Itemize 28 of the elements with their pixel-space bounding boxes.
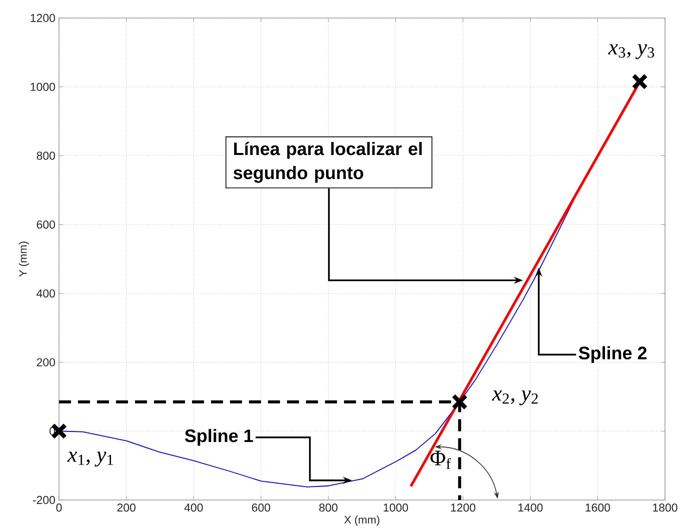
x-axis-title: X (mm) [344,516,380,526]
x-tick-label: 600 [252,504,270,512]
x-tick-label: 1600 [586,504,610,512]
x-tick-label: 0 [56,504,62,512]
y-axis-title: Y (mm) [18,242,30,277]
y-tick-label: 200 [36,358,56,366]
annotation: x$_{3}$, y$_{3}$ [608,44,654,60]
y-tick-label: 400 [36,289,56,298]
y-tick-label: 600 [36,220,56,229]
x-tick-label: 800 [319,504,338,512]
point [632,74,648,90]
x-tick-label: 200 [117,504,136,512]
x-tick-label: 1000 [384,504,408,512]
x-tick-label: 400 [184,504,203,512]
annotation: Spline 2 [578,346,647,363]
annotation: Φ$_{f}$ [430,450,451,469]
y-tick-label: -200 [32,496,56,504]
annotation: Línea para localizar el segundo punto [234,142,422,183]
annotation: Spline 1 [184,428,253,446]
y-tick-label: 1000 [30,82,56,91]
y-tick-label: 800 [36,152,56,160]
point [452,394,468,410]
x-tick-label: 1400 [518,504,543,512]
x-tick-label: 1200 [451,504,476,512]
x-tick-label: 1800 [653,504,678,512]
y-tick-label: 1200 [30,14,56,22]
annotation: x$_{1}$, y$_{1}$ [67,452,114,467]
annotation: x$_{2}$, y$_{2}$ [492,390,538,406]
